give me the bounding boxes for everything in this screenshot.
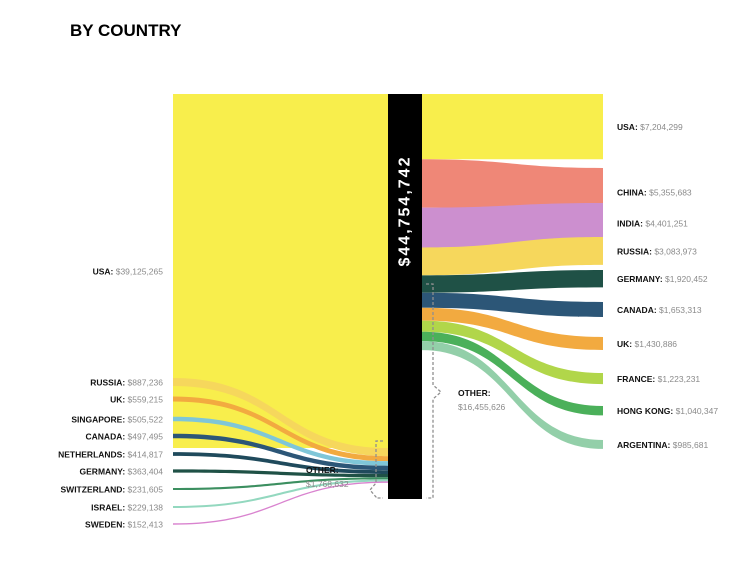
- right-label-value: $1,653,313: [659, 305, 702, 315]
- left-flow-switzerland: [173, 477, 388, 491]
- left-label-name: SINGAPORE:: [71, 415, 127, 425]
- left-label-value: $505,522: [128, 415, 164, 425]
- right-label-value: $1,040,347: [676, 406, 719, 416]
- left-other-name: OTHER:: [306, 465, 339, 475]
- right-label-india: INDIA: $4,401,251: [617, 218, 688, 228]
- right-label-name: ARGENTINA:: [617, 440, 673, 450]
- right-label-value: $3,083,973: [654, 246, 697, 256]
- left-label-name: CANADA:: [86, 432, 128, 442]
- left-flow-uk: [173, 396, 388, 462]
- right-label-value: $1,920,452: [665, 274, 708, 284]
- right-label-name: FRANCE:: [617, 374, 658, 384]
- right-flow-india: [422, 203, 603, 248]
- right-label-name: INDIA:: [617, 218, 645, 228]
- right-flow-canada: [422, 292, 603, 317]
- left-label-name: GERMANY:: [80, 467, 128, 477]
- right-label-uk: UK: $1,430,886: [617, 339, 677, 349]
- left-label-value: $152,413: [128, 520, 164, 530]
- left-label-value: $363,404: [128, 467, 164, 477]
- left-other-value: $1,768,632: [306, 479, 349, 489]
- left-label-canada: CANADA: $497,495: [86, 432, 164, 442]
- right-label-name: CHINA:: [617, 188, 649, 198]
- left-label-value: $559,215: [128, 395, 164, 405]
- left-label-israel: ISRAEL: $229,138: [91, 503, 163, 513]
- right-label-value: $1,430,886: [634, 339, 677, 349]
- right-label-value: $1,223,231: [658, 374, 701, 384]
- right-label-france: FRANCE: $1,223,231: [617, 374, 700, 384]
- right-label-germany: GERMANY: $1,920,452: [617, 274, 708, 284]
- left-label-netherlands: NETHERLANDS: $414,817: [58, 450, 163, 460]
- right-label-name: GERMANY:: [617, 274, 665, 284]
- left-label-name: ISRAEL:: [91, 503, 127, 513]
- right-flow-germany: [422, 270, 603, 293]
- right-flow-russia: [422, 237, 603, 276]
- left-flow-netherlands: [173, 452, 388, 474]
- total-label: $44,754,742: [397, 156, 414, 267]
- right-other-bracket: [426, 283, 442, 499]
- left-label-name: SWITZERLAND:: [61, 485, 128, 495]
- chart-title: BY COUNTRY: [70, 21, 182, 40]
- left-label-name: RUSSIA:: [90, 378, 127, 388]
- total-bar: [388, 94, 422, 499]
- right-label-name: RUSSIA:: [617, 246, 654, 256]
- right-flow-china: [422, 159, 603, 217]
- left-label-name: UK:: [110, 395, 127, 405]
- left-label-switzerland: SWITZERLAND: $231,605: [61, 485, 164, 495]
- left-label-value: $231,605: [128, 485, 164, 495]
- right-flow-usa: [422, 94, 603, 160]
- left-label-value: $887,236: [128, 378, 164, 388]
- left-label-russia: RUSSIA: $887,236: [90, 378, 163, 388]
- right-other-value: $16,455,626: [458, 402, 506, 412]
- right-flow-hong-kong: [422, 331, 603, 416]
- right-label-argentina: ARGENTINA: $985,681: [617, 440, 708, 450]
- left-flow-sweden: [173, 481, 388, 525]
- left-label-germany: GERMANY: $363,404: [80, 467, 164, 477]
- left-other-bracket: [369, 440, 383, 499]
- right-label-name: USA:: [617, 122, 640, 132]
- left-flow-russia: [173, 377, 388, 457]
- right-label-name: UK:: [617, 339, 634, 349]
- right-label-hong-kong: HONG KONG: $1,040,347: [617, 406, 718, 416]
- left-flow-israel: [173, 479, 388, 509]
- left-flow-usa: [173, 94, 388, 449]
- right-flow-argentina: [422, 341, 603, 449]
- right-label-canada: CANADA: $1,653,313: [617, 305, 702, 315]
- right-label-russia: RUSSIA: $3,083,973: [617, 246, 697, 256]
- left-label-name: USA:: [93, 267, 116, 277]
- right-label-name: CANADA:: [617, 305, 659, 315]
- right-label-value: $4,401,251: [645, 218, 688, 228]
- left-label-value: $497,495: [128, 432, 164, 442]
- right-label-usa: USA: $7,204,299: [617, 122, 683, 132]
- left-label-value: $414,817: [128, 450, 164, 460]
- left-label-usa: USA: $39,125,265: [93, 267, 164, 277]
- right-label-name: HONG KONG:: [617, 406, 676, 416]
- left-flow-singapore: [173, 416, 388, 466]
- left-label-singapore: SINGAPORE: $505,522: [71, 415, 163, 425]
- left-label-name: SWEDEN:: [85, 520, 128, 530]
- right-label-value: $985,681: [673, 440, 709, 450]
- left-label-name: NETHERLANDS:: [58, 450, 127, 460]
- left-label-uk: UK: $559,215: [110, 395, 163, 405]
- right-other-name: OTHER:: [458, 388, 491, 398]
- right-flow-france: [422, 320, 603, 385]
- right-label-china: CHINA: $5,355,683: [617, 188, 692, 198]
- left-label-value: $229,138: [128, 503, 164, 513]
- left-flow-canada: [173, 433, 388, 471]
- right-label-value: $5,355,683: [649, 188, 692, 198]
- left-label-sweden: SWEDEN: $152,413: [85, 520, 163, 530]
- right-label-value: $7,204,299: [640, 122, 683, 132]
- right-flow-uk: [422, 307, 603, 350]
- left-flow-germany: [173, 469, 388, 478]
- left-label-value: $39,125,265: [116, 267, 164, 277]
